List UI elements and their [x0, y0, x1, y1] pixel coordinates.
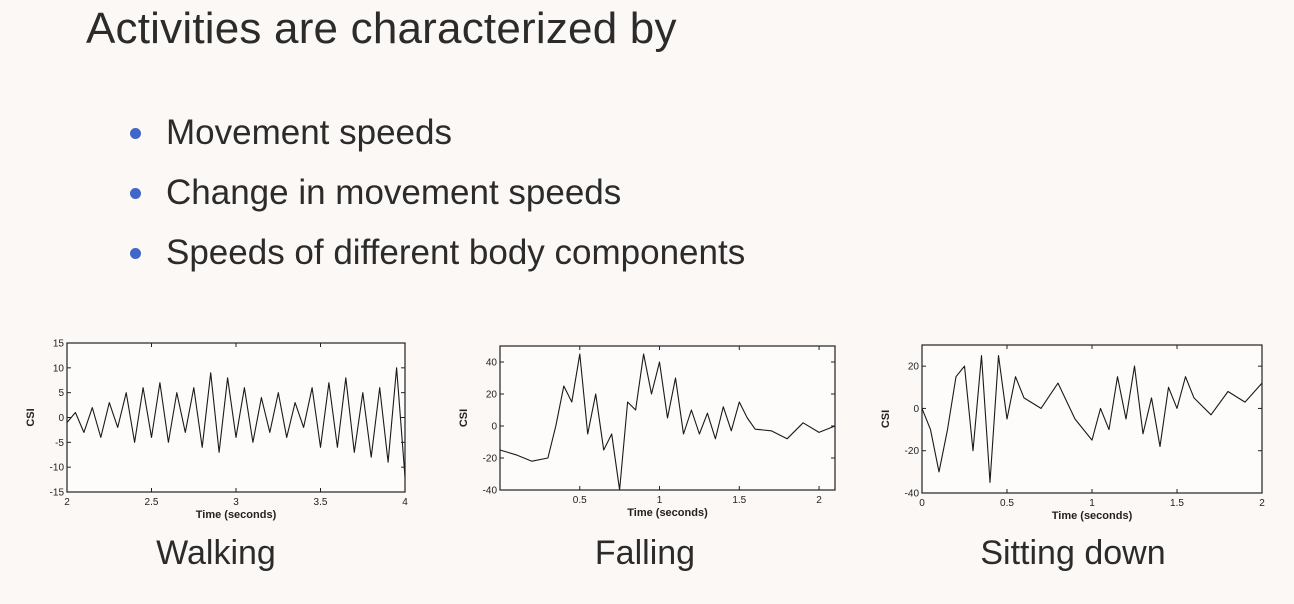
chart-1-y-tick-label: 5: [58, 388, 64, 399]
slide-title: Activities are characterized by: [86, 4, 677, 53]
bullet-dot-icon: [130, 188, 141, 199]
chart-1-x-tick-label: 4: [402, 497, 408, 508]
chart-2-x-tick-label: 1.5: [732, 495, 746, 506]
chart-2-x-tick-label: 1: [657, 495, 663, 506]
chart-1-y-tick-label: 0: [58, 413, 64, 424]
bullet-item: Movement speeds: [130, 108, 745, 168]
bullet-text: Movement speeds: [166, 113, 452, 152]
chart-3-y-axis-label: CSI: [880, 410, 892, 428]
chart-3-y-tick-label: -40: [905, 489, 920, 500]
chart-3-y-tick-label: 0: [913, 404, 919, 415]
chart-1-x-tick-label: 2: [64, 497, 70, 508]
bullet-item: Change in movement speeds: [130, 168, 745, 228]
chart-1-y-tick-label: 15: [53, 339, 65, 350]
bullet-item: Speeds of different body components: [130, 228, 745, 288]
chart-2-y-tick-label: -40: [483, 486, 498, 497]
chart-3-frame: [921, 344, 1263, 494]
chart-3-x-tick-label: 1.5: [1170, 498, 1184, 509]
chart-3-x-axis-label: Time (seconds): [1052, 510, 1133, 522]
chart-3-y-tick-label: 20: [908, 362, 920, 373]
chart-3-y-tick-label: -20: [905, 446, 920, 457]
chart-1-y-tick-label: -15: [50, 488, 65, 499]
bullet-dot-icon: [130, 128, 141, 139]
chart-2-series-line: [499, 353, 836, 491]
chart-2-x-tick-label: 2: [816, 495, 822, 506]
chart-3-x-tick-label: 0.5: [1000, 498, 1014, 509]
chart-2-y-tick-label: -20: [483, 454, 498, 465]
chart-1-y-tick-label: -10: [50, 463, 65, 474]
bullet-text: Speeds of different body components: [166, 233, 746, 272]
chart-1-frame: [66, 342, 406, 493]
chart-2-y-tick-label: 40: [486, 358, 498, 369]
bullet-dot-icon: [130, 248, 141, 259]
caption-walking: Walking: [156, 534, 276, 572]
chart-1-x-tick-label: 3.5: [314, 497, 328, 508]
chart-2-x-tick-label: 0.5: [573, 495, 587, 506]
chart-3-x-tick-label: 0: [919, 498, 925, 509]
chart-2-x-axis-label: Time (seconds): [627, 507, 708, 519]
bullet-list: Movement speeds Change in movement speed…: [130, 108, 745, 288]
bullet-text: Change in movement speeds: [166, 173, 622, 212]
chart-2-y-tick-label: 20: [486, 390, 498, 401]
chart-1-y-tick-label: 10: [53, 363, 65, 374]
chart-2-y-tick-label: 0: [491, 422, 497, 433]
chart-1-x-axis-label: Time (seconds): [196, 509, 277, 521]
chart-2-y-axis-label: CSI: [458, 409, 470, 427]
caption-sitting-down: Sitting down: [980, 534, 1166, 572]
chart-1-x-tick-label: 3: [233, 497, 239, 508]
chart-3-x-tick-label: 1: [1089, 498, 1095, 509]
chart-1-y-axis-label: CSI: [25, 408, 37, 426]
chart-1-x-tick-label: 2.5: [145, 497, 159, 508]
chart-1-series-line: [66, 367, 406, 478]
chart-1-y-tick-label: -5: [55, 438, 64, 449]
chart-3-series-line: [921, 355, 1263, 483]
chart-3-x-tick-label: 2: [1259, 498, 1265, 509]
caption-falling: Falling: [594, 534, 696, 572]
